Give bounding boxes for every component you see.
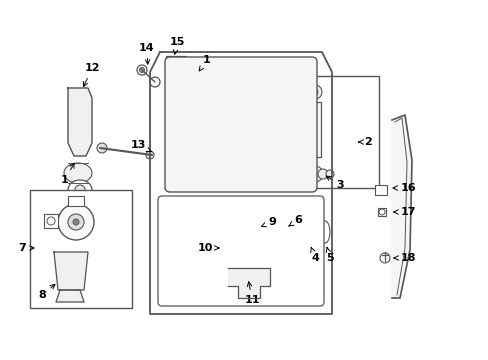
Circle shape: [150, 77, 160, 87]
Circle shape: [311, 89, 317, 95]
Ellipse shape: [304, 223, 311, 233]
Text: 8: 8: [38, 284, 55, 300]
Circle shape: [146, 151, 154, 159]
Circle shape: [73, 133, 83, 143]
Circle shape: [186, 81, 193, 87]
Circle shape: [186, 67, 193, 73]
Circle shape: [97, 143, 107, 153]
Text: 14: 14: [139, 43, 155, 64]
Bar: [163, 204, 192, 244]
Ellipse shape: [302, 221, 313, 243]
Bar: [194, 252, 288, 276]
Bar: [289, 204, 317, 244]
Circle shape: [73, 219, 79, 225]
Polygon shape: [54, 252, 88, 290]
Text: 9: 9: [261, 217, 275, 227]
Text: 2: 2: [358, 137, 371, 147]
Polygon shape: [227, 268, 269, 298]
Polygon shape: [150, 52, 331, 314]
Bar: [227, 220, 265, 248]
Text: 11: 11: [244, 282, 259, 305]
Text: 3: 3: [325, 176, 343, 190]
Polygon shape: [391, 115, 411, 298]
Circle shape: [283, 223, 292, 233]
Text: 13: 13: [130, 140, 151, 152]
Ellipse shape: [319, 221, 329, 243]
Bar: [44, 214, 58, 228]
FancyBboxPatch shape: [164, 57, 316, 192]
Circle shape: [379, 253, 389, 263]
Text: 16: 16: [392, 183, 415, 193]
Polygon shape: [56, 290, 84, 302]
Text: 1: 1: [61, 163, 74, 185]
Ellipse shape: [64, 163, 92, 183]
Text: 6: 6: [288, 215, 301, 226]
Bar: [30, 190, 132, 308]
Text: 1: 1: [199, 55, 210, 71]
Circle shape: [47, 217, 55, 225]
Text: 10: 10: [197, 243, 219, 253]
Bar: [209, 240, 240, 262]
Bar: [165, 56, 185, 74]
Circle shape: [307, 85, 321, 99]
Bar: [68, 196, 84, 206]
Circle shape: [173, 63, 178, 68]
Polygon shape: [68, 88, 92, 156]
Bar: [296, 76, 378, 188]
Text: 12: 12: [83, 63, 100, 86]
FancyBboxPatch shape: [158, 196, 324, 306]
Text: 18: 18: [393, 253, 415, 263]
Ellipse shape: [68, 180, 92, 200]
Circle shape: [275, 216, 299, 240]
Text: 15: 15: [169, 37, 184, 54]
Text: 4: 4: [310, 247, 318, 263]
Bar: [374, 185, 386, 195]
Circle shape: [68, 214, 84, 230]
Bar: [185, 66, 209, 88]
Text: 17: 17: [393, 207, 415, 217]
Text: 5: 5: [325, 247, 333, 263]
Circle shape: [75, 185, 85, 195]
Circle shape: [75, 91, 85, 101]
Circle shape: [170, 59, 182, 71]
Circle shape: [325, 170, 333, 178]
Bar: [280, 216, 295, 224]
Bar: [231, 224, 251, 244]
Circle shape: [137, 65, 147, 75]
Circle shape: [378, 209, 384, 215]
Circle shape: [306, 166, 323, 182]
Bar: [377, 208, 385, 216]
Bar: [308, 102, 320, 157]
Circle shape: [317, 169, 327, 179]
Circle shape: [139, 68, 144, 72]
Text: 7: 7: [18, 243, 34, 253]
Circle shape: [58, 204, 94, 240]
